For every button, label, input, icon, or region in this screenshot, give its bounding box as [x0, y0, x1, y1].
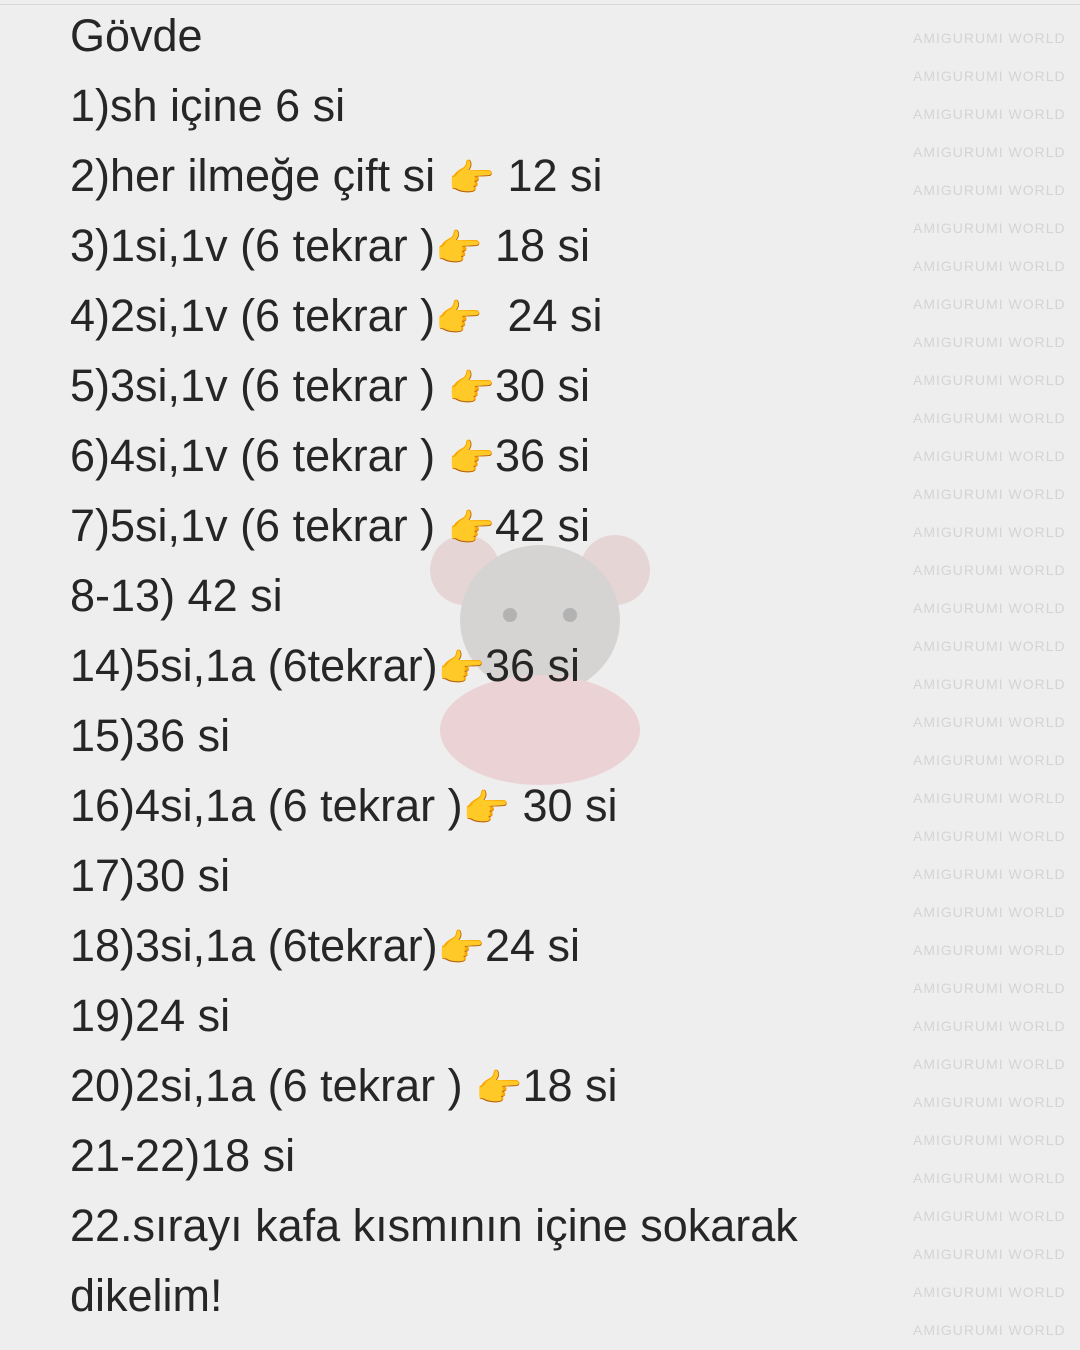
pointing-hand-icon: 👉	[447, 158, 495, 201]
watermark-text: AMIGURUMI WORLD	[913, 790, 1066, 806]
note-line: 5)3si,1v (6 tekrar ) 👉30 si	[70, 351, 590, 421]
note-line: 4)2si,1v (6 tekrar )👉 24 si	[70, 281, 603, 351]
stitch-count: 30 si	[509, 780, 618, 831]
note-line: 22.sırayı kafa kısmının içine sokarak	[70, 1191, 798, 1261]
line-text: 21-22)18 si	[70, 1130, 296, 1181]
line-text: dikelim!	[70, 1270, 223, 1321]
note-line: 2)her ilmeğe çift si 👉 12 si	[70, 141, 603, 211]
note-line: 20)2si,1a (6 tekrar ) 👉18 si	[70, 1051, 618, 1121]
watermark-text: AMIGURUMI WORLD	[913, 1246, 1066, 1262]
watermark-text: AMIGURUMI WORLD	[913, 904, 1066, 920]
line-text: 1)sh içine 6 si	[70, 80, 346, 131]
top-divider	[0, 4, 1080, 5]
stitch-count: 18 si	[522, 1060, 618, 1111]
line-text: Gövde	[70, 10, 203, 61]
pointing-hand-icon: 👉	[447, 508, 495, 551]
watermark-text: AMIGURUMI WORLD	[913, 144, 1066, 160]
watermark-text: AMIGURUMI WORLD	[913, 410, 1066, 426]
watermark-text: AMIGURUMI WORLD	[913, 1170, 1066, 1186]
note-line: 21-22)18 si	[70, 1121, 295, 1191]
watermark-text: AMIGURUMI WORLD	[913, 524, 1066, 540]
watermark-text: AMIGURUMI WORLD	[913, 1322, 1066, 1338]
line-text: 4)2si,1v (6 tekrar )	[70, 290, 436, 341]
stitch-count: 36 si	[484, 640, 581, 691]
watermark-text: AMIGURUMI WORLD	[913, 866, 1066, 882]
note-line: dikelim!	[70, 1261, 223, 1331]
watermark-text: AMIGURUMI WORLD	[913, 600, 1066, 616]
watermark-text: AMIGURUMI WORLD	[913, 676, 1066, 692]
note-line: 1)sh içine 6 si	[70, 71, 345, 141]
stitch-count: 30 si	[494, 360, 590, 411]
note-line: 6)4si,1v (6 tekrar ) 👉36 si	[70, 421, 590, 491]
watermark-text: AMIGURUMI WORLD	[913, 1284, 1066, 1300]
note-title: Gövde	[70, 1, 203, 71]
watermark-text: AMIGURUMI WORLD	[913, 1132, 1066, 1148]
note-line: 8-13) 42 si	[70, 561, 283, 631]
watermark-text: AMIGURUMI WORLD	[913, 1094, 1066, 1110]
watermark-text: AMIGURUMI WORLD	[913, 220, 1066, 236]
watermark-text: AMIGURUMI WORLD	[913, 182, 1066, 198]
watermark-text: AMIGURUMI WORLD	[913, 942, 1066, 958]
line-text: 6)4si,1v (6 tekrar )	[70, 430, 448, 481]
line-text: 18)3si,1a (6tekrar)	[70, 920, 438, 971]
stitch-count: 36 si	[494, 430, 590, 481]
stitch-count: 24 si	[484, 920, 581, 971]
note-line: 15)36 si	[70, 701, 230, 771]
pointing-hand-icon: 👉	[435, 228, 483, 271]
pointing-hand-icon: 👉	[447, 438, 495, 481]
watermark-text: AMIGURUMI WORLD	[913, 714, 1066, 730]
note-line: 16)4si,1a (6 tekrar )👉 30 si	[70, 771, 618, 841]
pointing-hand-icon: 👉	[475, 1068, 523, 1111]
watermark-layer: AMIGURUMI WORLD AMIGURUMI WORLD AMIGURUMI …	[905, 0, 1080, 1350]
mascot-watermark-image	[430, 535, 650, 785]
watermark-text: AMIGURUMI WORLD	[913, 372, 1066, 388]
line-text: 19)24 si	[70, 990, 231, 1041]
pointing-hand-icon: 👉	[437, 928, 485, 971]
line-text: 7)5si,1v (6 tekrar )	[70, 500, 448, 551]
note-line: 3)1si,1v (6 tekrar )👉 18 si	[70, 211, 590, 281]
note-line: 18)3si,1a (6tekrar)👉24 si	[70, 911, 580, 981]
line-text: 2)her ilmeğe çift si	[70, 150, 448, 201]
watermark-text: AMIGURUMI WORLD	[913, 68, 1066, 84]
watermark-text: AMIGURUMI WORLD	[913, 486, 1066, 502]
note-line: 17)30 si	[70, 841, 230, 911]
pointing-hand-icon: 👉	[437, 648, 485, 691]
note-line: 7)5si,1v (6 tekrar ) 👉42 si	[70, 491, 590, 561]
watermark-text: AMIGURUMI WORLD	[913, 828, 1066, 844]
pointing-hand-icon: 👉	[435, 298, 483, 341]
line-text: 16)4si,1a (6 tekrar )	[70, 780, 463, 831]
note-line: 14)5si,1a (6tekrar)👉36 si	[70, 631, 580, 701]
stitch-count: 18 si	[482, 220, 590, 271]
line-text: 8-13) 42 si	[70, 570, 283, 621]
watermark-text: AMIGURUMI WORLD	[913, 296, 1066, 312]
watermark-text: AMIGURUMI WORLD	[913, 980, 1066, 996]
watermark-text: AMIGURUMI WORLD	[913, 562, 1066, 578]
watermark-text: AMIGURUMI WORLD	[913, 752, 1066, 768]
line-text: 5)3si,1v (6 tekrar )	[70, 360, 448, 411]
stitch-count: 12 si	[494, 150, 603, 201]
line-text: 20)2si,1a (6 tekrar )	[70, 1060, 476, 1111]
watermark-text: AMIGURUMI WORLD	[913, 1208, 1066, 1224]
stitch-count: 42 si	[494, 500, 590, 551]
pointing-hand-icon: 👉	[462, 788, 510, 831]
line-text: 22.sırayı kafa kısmının içine sokarak	[70, 1200, 798, 1251]
line-text: 14)5si,1a (6tekrar)	[70, 640, 438, 691]
watermark-text: AMIGURUMI WORLD	[913, 448, 1066, 464]
watermark-text: AMIGURUMI WORLD	[913, 30, 1066, 46]
stitch-count: 24 si	[482, 290, 603, 341]
line-text: 15)36 si	[70, 710, 231, 761]
note-line: 19)24 si	[70, 981, 230, 1051]
watermark-text: AMIGURUMI WORLD	[913, 1018, 1066, 1034]
watermark-text: AMIGURUMI WORLD	[913, 258, 1066, 274]
watermark-text: AMIGURUMI WORLD	[913, 1056, 1066, 1072]
line-text: 17)30 si	[70, 850, 231, 901]
pointing-hand-icon: 👉	[447, 368, 495, 411]
watermark-text: AMIGURUMI WORLD	[913, 638, 1066, 654]
watermark-text: AMIGURUMI WORLD	[913, 106, 1066, 122]
watermark-text: AMIGURUMI WORLD	[913, 334, 1066, 350]
line-text: 3)1si,1v (6 tekrar )	[70, 220, 436, 271]
